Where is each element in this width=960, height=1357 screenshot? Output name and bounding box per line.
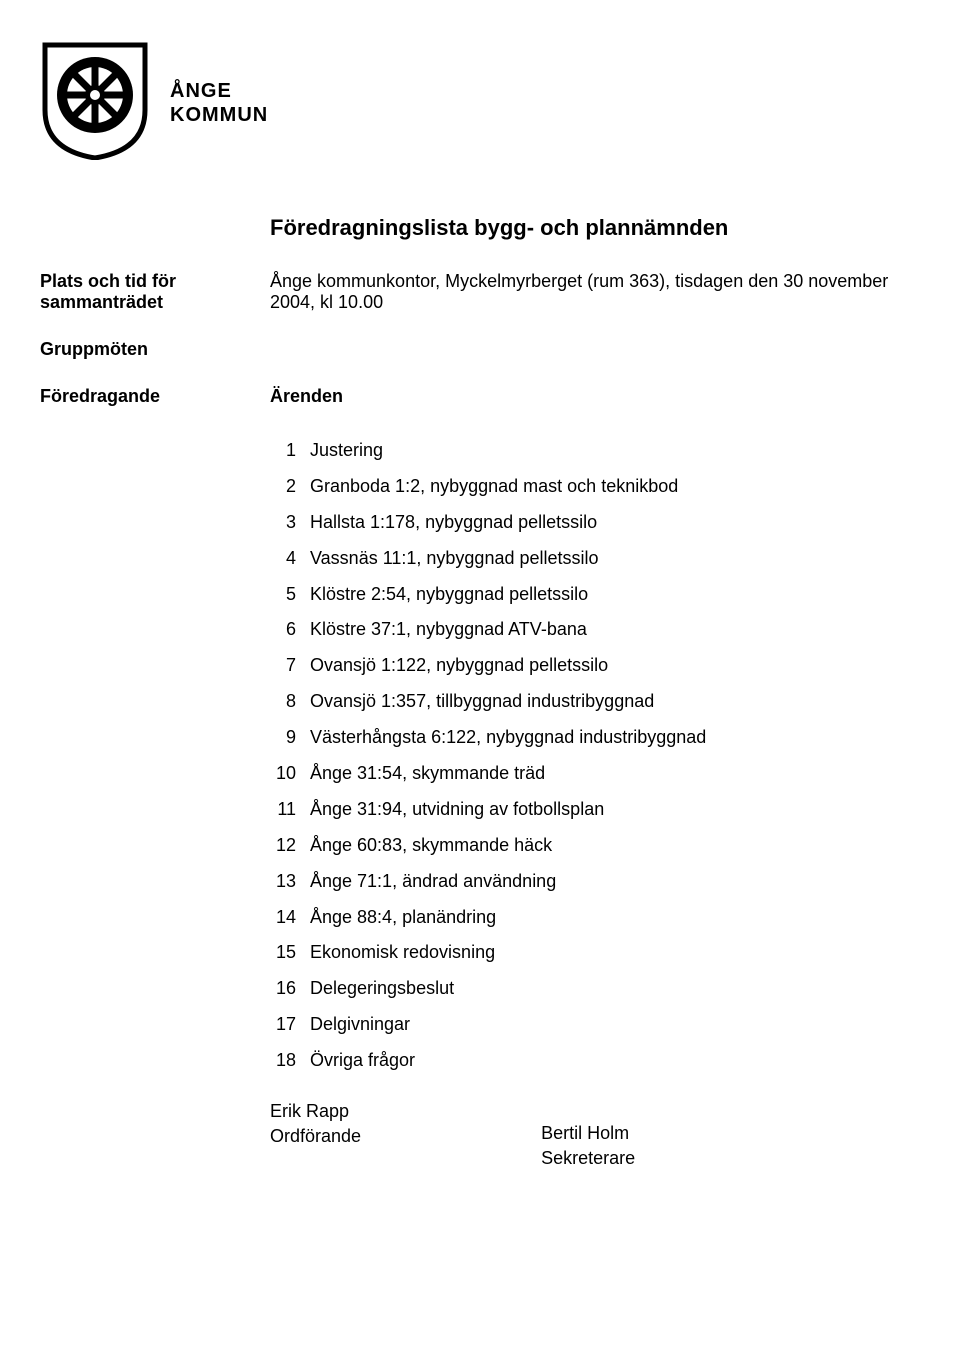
agenda-item-text: Ånge 88:4, planändring — [310, 904, 496, 932]
agenda-item-text: Ånge 60:83, skymmande häck — [310, 832, 552, 860]
agenda-item-number: 13 — [270, 868, 296, 896]
agenda-item-number: 17 — [270, 1011, 296, 1039]
agenda-item: 18 Övriga frågor — [270, 1047, 900, 1075]
agenda-item-number: 7 — [270, 652, 296, 680]
agenda-item-text: Ovansjö 1:122, nybyggnad pelletssilo — [310, 652, 608, 680]
agenda-item-number: 9 — [270, 724, 296, 752]
agenda-item: 14 Ånge 88:4, planändring — [270, 904, 900, 932]
meta-value-place-time: Ånge kommunkontor, Myckelmyrberget (rum … — [270, 271, 900, 313]
agenda-item-text: Klöstre 2:54, nybyggnad pelletssilo — [310, 581, 588, 609]
meta-label-place-time: Plats och tid för sammanträdet — [40, 271, 270, 313]
agenda-item-text: Ånge 71:1, ändrad användning — [310, 868, 556, 896]
agenda-item-text: Vassnäs 11:1, nybyggnad pelletssilo — [310, 545, 599, 573]
agenda-item: 12 Ånge 60:83, skymmande häck — [270, 832, 900, 860]
meta-label-groupmeetings: Gruppmöten — [40, 339, 270, 360]
agenda-item-number: 2 — [270, 473, 296, 501]
agenda-item-text: Västerhångsta 6:122, nybyggnad industrib… — [310, 724, 706, 752]
agenda-item: 11 Ånge 31:94, utvidning av fotbollsplan — [270, 796, 900, 824]
agenda-item: 7 Ovansjö 1:122, nybyggnad pelletssilo — [270, 652, 900, 680]
agenda-item-number: 8 — [270, 688, 296, 716]
agenda-item-text: Övriga frågor — [310, 1047, 415, 1075]
agenda-item: 13 Ånge 71:1, ändrad användning — [270, 868, 900, 896]
agenda-item: 1 Justering — [270, 437, 900, 465]
agenda-item: 6 Klöstre 37:1, nybyggnad ATV-bana — [270, 616, 900, 644]
agenda-item-text: Ekonomisk redovisning — [310, 939, 495, 967]
agenda-item: 15 Ekonomisk redovisning — [270, 939, 900, 967]
meta-section: Plats och tid för sammanträdet Ånge komm… — [40, 271, 900, 407]
agenda-item: 16 Delegeringsbeslut — [270, 975, 900, 1003]
signature-chair-name: Erik Rapp — [270, 1099, 361, 1124]
agenda-item-text: Ånge 31:94, utvidning av fotbollsplan — [310, 796, 604, 824]
agenda-item-text: Klöstre 37:1, nybyggnad ATV-bana — [310, 616, 587, 644]
signature-secretary-name: Bertil Holm — [541, 1121, 635, 1146]
agenda-item-number: 6 — [270, 616, 296, 644]
page-header: ÅNGE KOMMUN — [40, 40, 900, 165]
meta-value-presenter: Ärenden — [270, 386, 900, 407]
agenda-item-text: Justering — [310, 437, 383, 465]
agenda-item-text: Ovansjö 1:357, tillbyggnad industribyggn… — [310, 688, 654, 716]
agenda-item: 4 Vassnäs 11:1, nybyggnad pelletssilo — [270, 545, 900, 573]
agenda-item-number: 4 — [270, 545, 296, 573]
agenda-item-number: 5 — [270, 581, 296, 609]
agenda-item-text: Granboda 1:2, nybyggnad mast och teknikb… — [310, 473, 678, 501]
agenda-item: 9 Västerhångsta 6:122, nybyggnad industri… — [270, 724, 900, 752]
org-name-line1: ÅNGE — [170, 79, 268, 103]
agenda-item-number: 10 — [270, 760, 296, 788]
agenda-item-number: 14 — [270, 904, 296, 932]
meta-value-groupmeetings — [270, 339, 900, 360]
agenda-item: 8 Ovansjö 1:357, tillbyggnad industribygg… — [270, 688, 900, 716]
agenda-item-text: Delgivningar — [310, 1011, 410, 1039]
agenda-item-number: 1 — [270, 437, 296, 465]
org-name-line2: KOMMUN — [170, 103, 268, 127]
agenda-item: 10 Ånge 31:54, skymmande träd — [270, 760, 900, 788]
agenda-item-number: 18 — [270, 1047, 296, 1075]
agenda-item: 17 Delgivningar — [270, 1011, 900, 1039]
agenda-item-number: 12 — [270, 832, 296, 860]
agenda-item: 2 Granboda 1:2, nybyggnad mast och teknik… — [270, 473, 900, 501]
agenda-item: 5 Klöstre 2:54, nybyggnad pelletssilo — [270, 581, 900, 609]
signature-chair: Erik Rapp Ordförande — [270, 1099, 361, 1171]
agenda-item-number: 11 — [270, 796, 296, 824]
municipality-name: ÅNGE KOMMUN — [170, 79, 268, 127]
agenda-item-text: Hallsta 1:178, nybyggnad pelletssilo — [310, 509, 597, 537]
agenda-list: 1 Justering 2 Granboda 1:2, nybyggnad mast… — [270, 437, 900, 1075]
agenda-item: 3 Hallsta 1:178, nybyggnad pelletssilo — [270, 509, 900, 537]
agenda-item-number: 15 — [270, 939, 296, 967]
municipality-logo — [40, 40, 150, 165]
signature-secretary-role: Sekreterare — [541, 1146, 635, 1171]
agenda-item-text: Ånge 31:54, skymmande träd — [310, 760, 545, 788]
signature-chair-role: Ordförande — [270, 1124, 361, 1149]
agenda-item-text: Delegeringsbeslut — [310, 975, 454, 1003]
agenda-item-number: 16 — [270, 975, 296, 1003]
document-title: Föredragningslista bygg- och plannämnden — [270, 215, 900, 241]
signature-secretary: Bertil Holm Sekreterare — [541, 1121, 635, 1171]
meta-label-presenter: Föredragande — [40, 386, 270, 407]
agenda-item-number: 3 — [270, 509, 296, 537]
signature-section: Erik Rapp Ordförande Bertil Holm Sekrete… — [270, 1099, 900, 1171]
